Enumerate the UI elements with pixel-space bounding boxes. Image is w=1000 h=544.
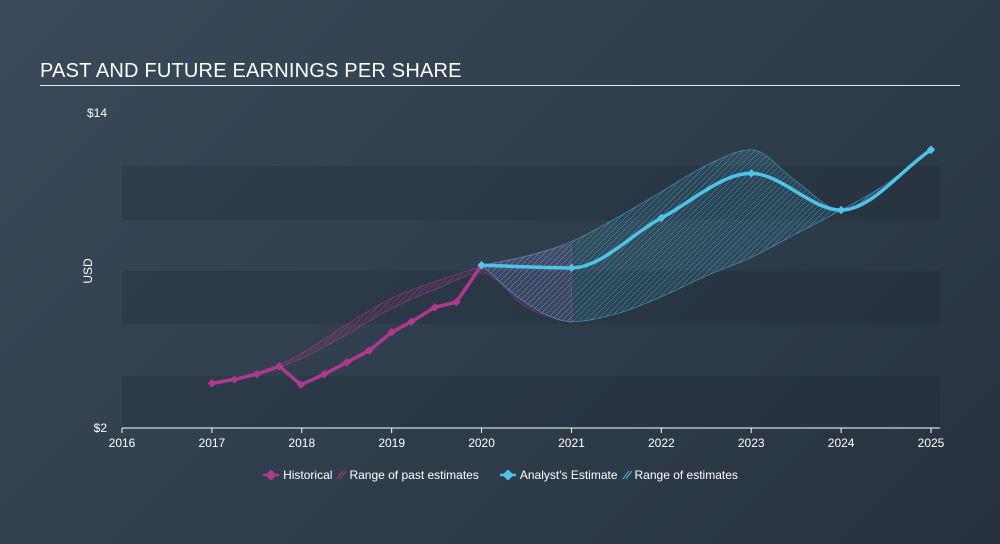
historical-point[interactable] [207,379,217,388]
legend-historical-label: Historical [283,468,333,482]
historical-point[interactable] [230,375,239,384]
historical-point[interactable] [364,346,374,355]
x-tick-label: 2021 [558,436,585,450]
legend-future-range[interactable]: Range of estimates [622,468,738,482]
historical-point[interactable] [342,358,351,367]
legend-past-range[interactable]: Range of past estimates [336,468,479,482]
x-tick-label: 2019 [378,436,405,450]
y-axis-label: USD [81,258,95,284]
legend-estimate[interactable]: Analyst's Estimate [499,468,618,482]
historical-point[interactable] [252,369,262,379]
series-points [207,145,936,389]
legend-group-past: Historical Range of past estimates [262,468,479,482]
estimate-point[interactable] [836,205,846,215]
x-tick-label: 2022 [648,436,675,450]
legend: Historical Range of past estimates Analy… [0,468,1000,482]
estimate-point[interactable] [747,169,756,178]
future-range-swatch-icon [622,470,632,480]
x-tick-label: 2017 [199,436,226,450]
y-axis: $14 $2 USD [81,106,107,435]
legend-historical[interactable]: Historical [262,468,332,482]
y-tick-label: $14 [87,106,107,120]
legend-estimate-label: Analyst's Estimate [519,468,618,482]
historical-swatch-icon [263,470,280,480]
historical-point[interactable] [387,327,396,337]
estimate-point[interactable] [926,145,936,154]
past-range-swatch-icon [337,470,347,480]
historical-point[interactable] [452,297,461,307]
x-tick-label: 2016 [109,436,136,450]
legend-group-future: Analyst's Estimate Range of estimates [499,468,738,482]
estimate-swatch-icon [499,470,516,480]
estimate-point[interactable] [567,263,576,273]
background-band [122,376,940,428]
legend-future-range-label: Range of estimates [634,468,738,482]
x-tick-label: 2024 [828,436,855,450]
historical-point[interactable] [430,303,440,312]
legend-past-range-label: Range of past estimates [349,468,479,482]
x-tick-label: 2020 [468,436,495,450]
x-tick-label: 2018 [288,436,315,450]
historical-point[interactable] [296,380,306,389]
x-tick-label: 2025 [918,436,945,450]
chart-title: PAST AND FUTURE EARNINGS PER SHARE [40,60,462,82]
estimate-point[interactable] [477,261,486,270]
historical-point[interactable] [275,362,284,371]
title-divider [40,85,960,86]
historical-point[interactable] [407,317,416,326]
x-tick-label: 2023 [738,436,765,450]
historical-point[interactable] [320,369,329,379]
y-tick-label: $2 [94,421,108,435]
x-axis: 2016 2017 2018 2019 2020 2021 2022 2023 2024 2025 [109,427,945,450]
estimate-point[interactable] [657,213,666,223]
